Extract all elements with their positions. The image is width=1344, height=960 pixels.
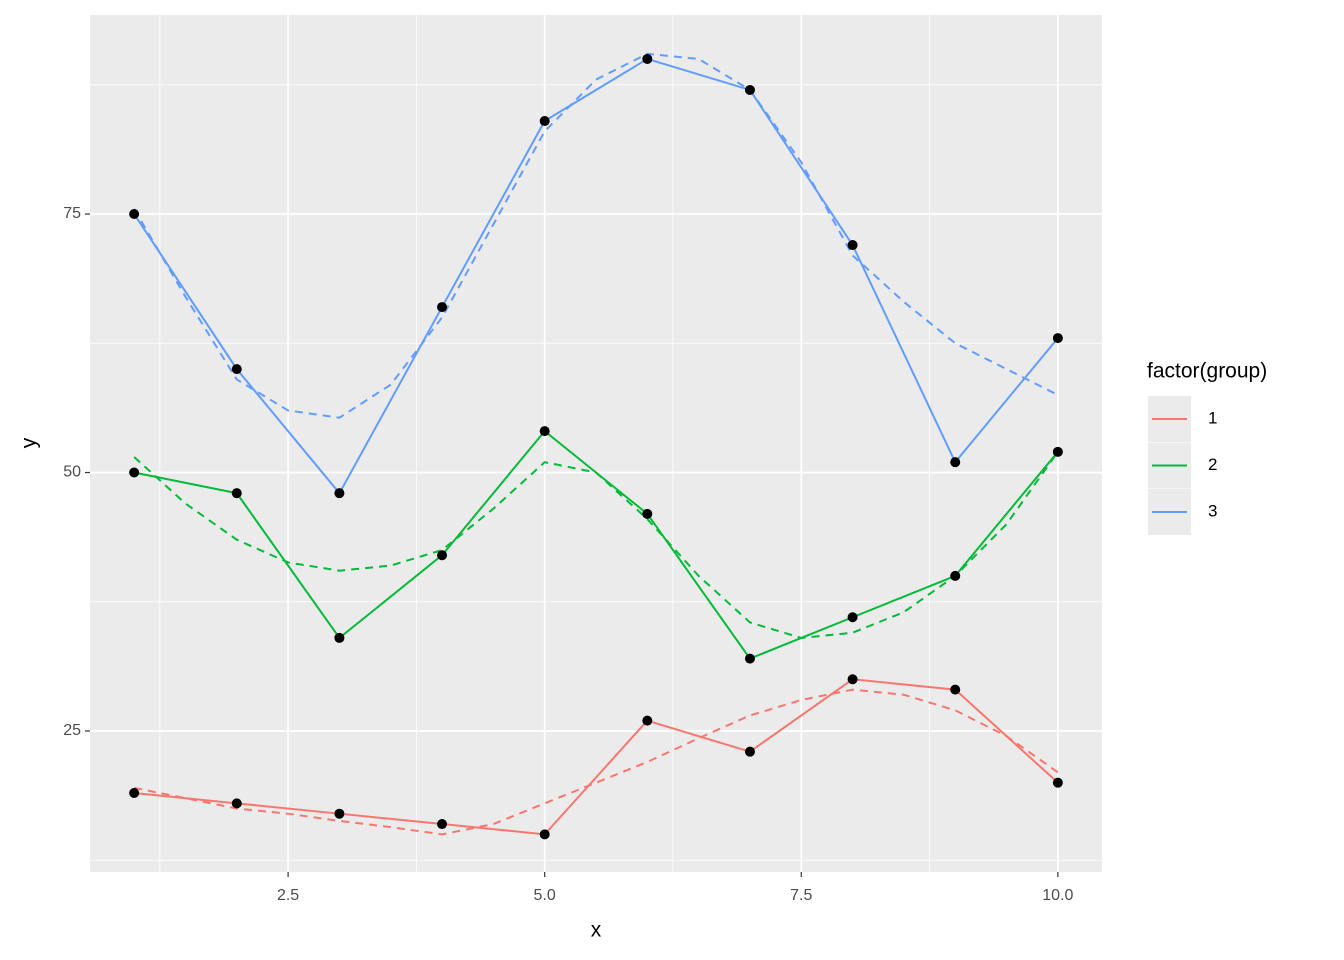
point xyxy=(539,426,550,437)
line xyxy=(134,678,1059,836)
panel-background xyxy=(90,15,1102,872)
point xyxy=(847,240,858,251)
point xyxy=(642,53,653,64)
y-axis-title: y xyxy=(18,437,41,448)
point xyxy=(642,715,653,726)
y-tick-label: 50 xyxy=(63,464,81,481)
point xyxy=(231,488,242,499)
x-tick-label: 5.0 xyxy=(534,887,556,904)
point xyxy=(847,674,858,685)
point xyxy=(437,819,448,830)
point xyxy=(334,488,345,499)
point xyxy=(744,84,755,95)
line xyxy=(133,57,1059,495)
point xyxy=(539,829,550,840)
legend-label: 3 xyxy=(1208,501,1217,520)
x-tick-label: 2.5 xyxy=(277,887,299,904)
point xyxy=(1052,333,1063,344)
point xyxy=(334,808,345,819)
y-tick-label: 75 xyxy=(63,205,81,222)
point xyxy=(539,115,550,126)
y-tick-label: 25 xyxy=(63,722,81,739)
point xyxy=(950,457,961,468)
x-axis-title: x xyxy=(591,919,602,942)
point xyxy=(231,798,242,809)
point xyxy=(744,653,755,664)
legend-label: 1 xyxy=(1208,408,1217,427)
point xyxy=(642,508,653,519)
point xyxy=(334,632,345,643)
smooth-line xyxy=(133,688,1059,836)
point xyxy=(1052,777,1063,788)
point xyxy=(129,209,140,220)
x-tick-label: 10.0 xyxy=(1042,887,1073,904)
point xyxy=(950,684,961,695)
x-tick-label: 7.5 xyxy=(790,887,812,904)
smooth-line xyxy=(133,52,1059,419)
point xyxy=(1052,446,1063,457)
legend-title: factor(group) xyxy=(1147,360,1267,383)
point xyxy=(437,550,448,561)
point xyxy=(437,302,448,313)
point xyxy=(231,364,242,375)
point xyxy=(129,467,140,478)
point xyxy=(950,570,961,581)
point xyxy=(129,788,140,799)
line xyxy=(133,429,1059,660)
point xyxy=(847,612,858,623)
point xyxy=(744,746,755,757)
legend-label: 2 xyxy=(1208,455,1217,474)
